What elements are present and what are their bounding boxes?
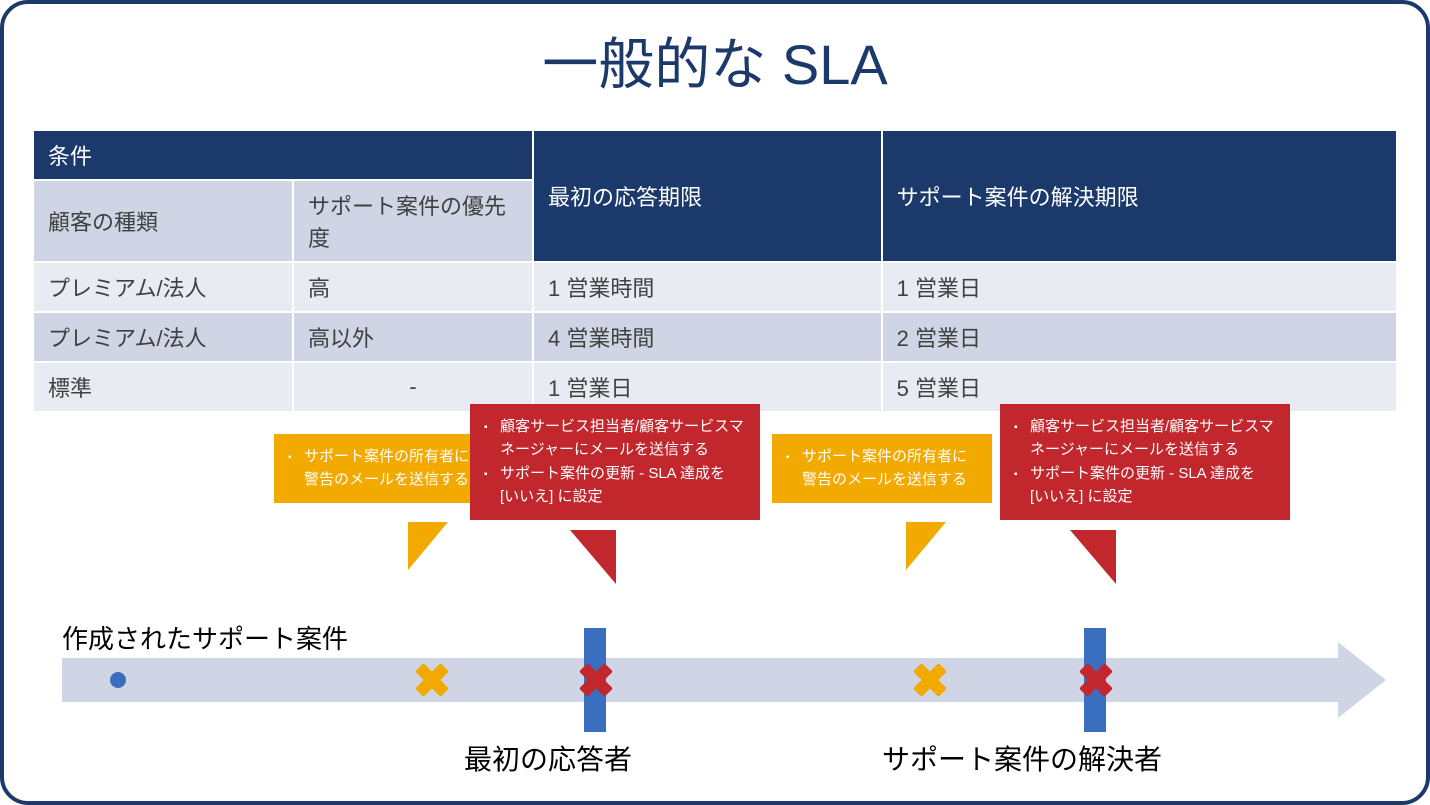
failure-callout: 顧客サービス担当者/顧客サービスマネージャーにメールを送信するサポート案件の更新… bbox=[470, 404, 760, 520]
callout-item: サポート案件の更新 - SLA 達成を [いいえ] に設定 bbox=[484, 463, 748, 508]
warning-callout: サポート案件の所有者に警告のメールを送信する bbox=[274, 434, 494, 503]
cell-first-response: 4 営業時間 bbox=[533, 312, 882, 362]
callout-tail-icon bbox=[408, 522, 448, 570]
callout-tail-icon bbox=[1070, 530, 1116, 584]
created-dot-icon bbox=[110, 672, 126, 688]
cell-first-response: 1 営業時間 bbox=[533, 262, 882, 312]
col-resolution: サポート案件の解決期限 bbox=[882, 130, 1397, 262]
subcol-priority: サポート案件の優先度 bbox=[293, 180, 533, 262]
failure-x-icon bbox=[578, 662, 614, 698]
table-row: プレミアム/法人 高以外 4 営業時間 2 営業日 bbox=[33, 312, 1397, 362]
table-row: プレミアム/法人 高 1 営業時間 1 営業日 bbox=[33, 262, 1397, 312]
timeline-arrow-head-icon bbox=[1338, 642, 1386, 718]
failure-x-icon bbox=[1078, 662, 1114, 698]
timeline: 作成されたサポート案件 サポート案件の所有者に警告のメールを送信する顧客サービス… bbox=[32, 404, 1398, 774]
callout-item: 顧客サービス担当者/顧客サービスマネージャーにメールを送信する bbox=[1014, 416, 1278, 461]
cell-priority: 高以外 bbox=[293, 312, 533, 362]
milestone-label: サポート案件の解決者 bbox=[882, 738, 1162, 778]
col-first-response: 最初の応答期限 bbox=[533, 130, 882, 262]
created-case-label: 作成されたサポート案件 bbox=[62, 619, 348, 656]
slide-title: 一般的な SLA bbox=[32, 20, 1398, 101]
warning-x-icon bbox=[912, 662, 948, 698]
callout-tail-icon bbox=[906, 522, 946, 570]
callout-item: サポート案件の所有者に警告のメールを送信する bbox=[288, 446, 482, 491]
milestone-label: 最初の応答者 bbox=[464, 738, 632, 778]
timeline-arrow-bar bbox=[62, 658, 1342, 702]
callout-item: サポート案件の更新 - SLA 達成を [いいえ] に設定 bbox=[1014, 463, 1278, 508]
slide-frame: 一般的な SLA 条件 最初の応答期限 サポート案件の解決期限 顧客の種類 サポ… bbox=[0, 0, 1430, 805]
failure-callout: 顧客サービス担当者/顧客サービスマネージャーにメールを送信するサポート案件の更新… bbox=[1000, 404, 1290, 520]
cell-resolution: 1 営業日 bbox=[882, 262, 1397, 312]
warning-x-icon bbox=[414, 662, 450, 698]
callout-tail-icon bbox=[570, 530, 616, 584]
cell-resolution: 2 営業日 bbox=[882, 312, 1397, 362]
col-conditions: 条件 bbox=[33, 130, 533, 180]
cell-customer-type: プレミアム/法人 bbox=[33, 312, 293, 362]
callout-item: 顧客サービス担当者/顧客サービスマネージャーにメールを送信する bbox=[484, 416, 748, 461]
cell-priority: 高 bbox=[293, 262, 533, 312]
callout-item: サポート案件の所有者に警告のメールを送信する bbox=[786, 446, 980, 491]
sla-table: 条件 最初の応答期限 サポート案件の解決期限 顧客の種類 サポート案件の優先度 … bbox=[32, 129, 1398, 413]
warning-callout: サポート案件の所有者に警告のメールを送信する bbox=[772, 434, 992, 503]
cell-customer-type: プレミアム/法人 bbox=[33, 262, 293, 312]
subcol-customer-type: 顧客の種類 bbox=[33, 180, 293, 262]
